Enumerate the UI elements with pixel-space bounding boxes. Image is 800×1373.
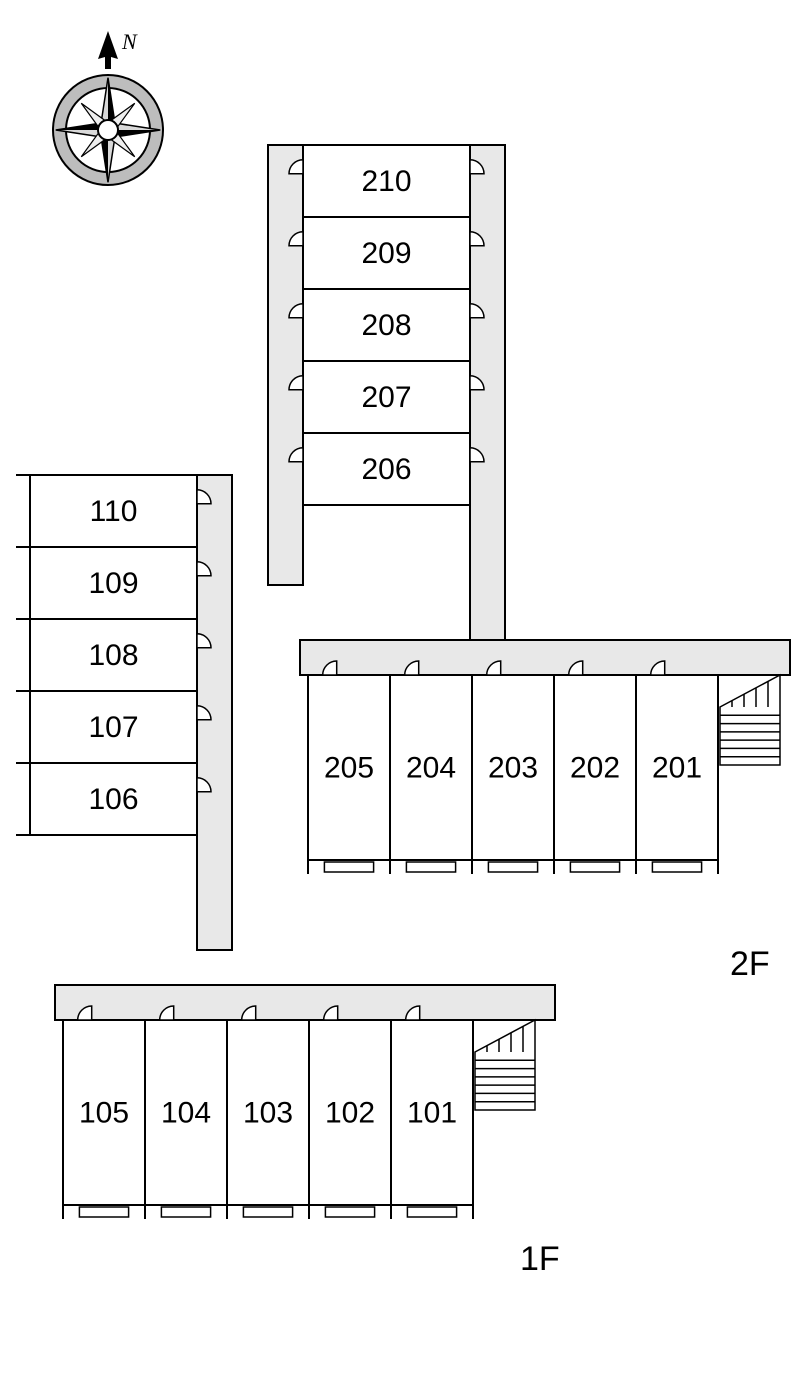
room-label: 108 <box>88 639 138 672</box>
room-label: 203 <box>488 751 538 784</box>
room-label: 207 <box>361 381 411 414</box>
room-label: 102 <box>325 1096 375 1129</box>
room-label: 110 <box>90 495 138 528</box>
balcony-icon <box>324 862 373 872</box>
room-label: 107 <box>88 711 138 744</box>
corridor <box>470 145 505 685</box>
room-label: 106 <box>88 783 138 816</box>
room-label: 204 <box>406 751 456 784</box>
balcony-icon <box>243 1207 292 1217</box>
floor-label-1f: 1F <box>520 1240 560 1278</box>
corridor <box>268 145 303 585</box>
room-label: 105 <box>79 1096 129 1129</box>
room-label: 208 <box>361 309 411 342</box>
balcony-icon <box>570 862 619 872</box>
balcony-icon <box>407 1207 456 1217</box>
room-label: 210 <box>361 165 411 198</box>
corridor <box>55 985 555 1020</box>
balcony-icon <box>488 862 537 872</box>
balcony-icon <box>652 862 701 872</box>
room-label: 209 <box>361 237 411 270</box>
balcony-icon <box>406 862 455 872</box>
compass-n-label: N <box>121 29 138 54</box>
room-label: 103 <box>243 1096 293 1129</box>
room-label: 201 <box>652 751 702 784</box>
room-label: 205 <box>324 751 374 784</box>
corridor <box>300 640 790 675</box>
room-label: 202 <box>570 751 620 784</box>
room-label: 109 <box>88 567 138 600</box>
balcony-icon <box>161 1207 210 1217</box>
room-label: 101 <box>407 1096 457 1129</box>
room-label: 206 <box>361 453 411 486</box>
room-label: 104 <box>161 1096 211 1129</box>
balcony-icon <box>325 1207 374 1217</box>
balcony-icon <box>79 1207 128 1217</box>
floor-label-2f: 2F <box>730 945 770 983</box>
